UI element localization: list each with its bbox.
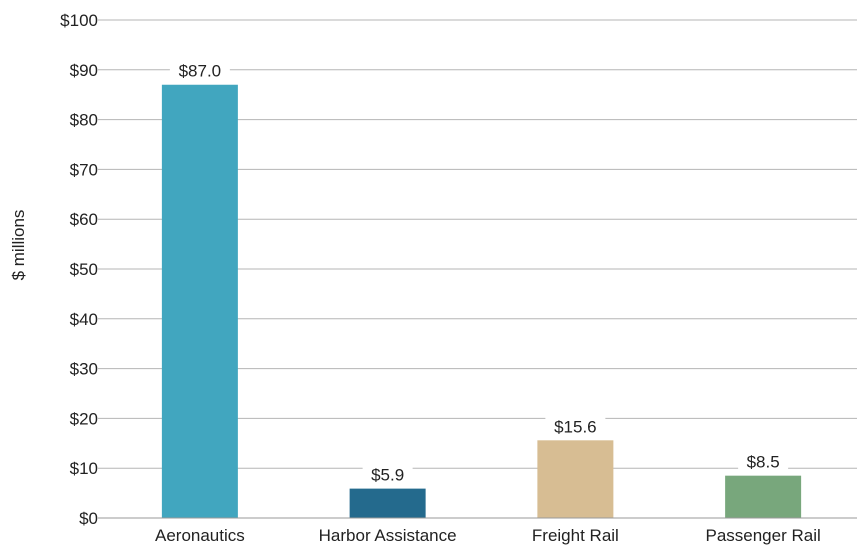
data-label: $8.5 — [747, 453, 780, 472]
data-label: $5.9 — [371, 466, 404, 485]
bars: $87.0 $5.9 $15.6 $8.5 — [161, 60, 802, 519]
y-tick-label: $50 — [70, 260, 98, 279]
y-axis-ticks: $0 $10 $20 $30 $40 $50 $60 $70 $80 $90 $100 — [60, 11, 98, 528]
data-label-background — [362, 464, 413, 485]
y-tick-label: $70 — [70, 160, 98, 179]
data-label: $15.6 — [554, 417, 597, 436]
y-tick-label: $20 — [70, 409, 98, 428]
y-tick-label: $10 — [70, 459, 98, 478]
bar — [725, 475, 802, 518]
y-tick-label: $80 — [70, 111, 98, 130]
data-label-background — [545, 416, 606, 437]
y-tick-label: $100 — [60, 11, 98, 30]
x-category-label: Aeronautics — [155, 526, 245, 545]
y-tick-label: $30 — [70, 360, 98, 379]
x-category-label: Freight Rail — [532, 526, 619, 545]
x-axis-categories: Aeronautics Harbor Assistance Freight Rail… — [155, 526, 821, 545]
x-category-label: Harbor Assistance — [319, 526, 457, 545]
data-label-background — [738, 451, 789, 472]
data-label-background — [169, 60, 230, 81]
y-tick-label: $90 — [70, 61, 98, 80]
bar — [349, 488, 426, 518]
data-label: $87.0 — [179, 62, 222, 81]
y-tick-label: $40 — [70, 310, 98, 329]
x-category-label: Passenger Rail — [705, 526, 820, 545]
bar — [537, 440, 614, 518]
bar — [161, 84, 238, 519]
y-tick-label: $60 — [70, 210, 98, 229]
y-axis-title: $ millions — [9, 210, 28, 281]
y-tick-label: $0 — [79, 509, 98, 528]
